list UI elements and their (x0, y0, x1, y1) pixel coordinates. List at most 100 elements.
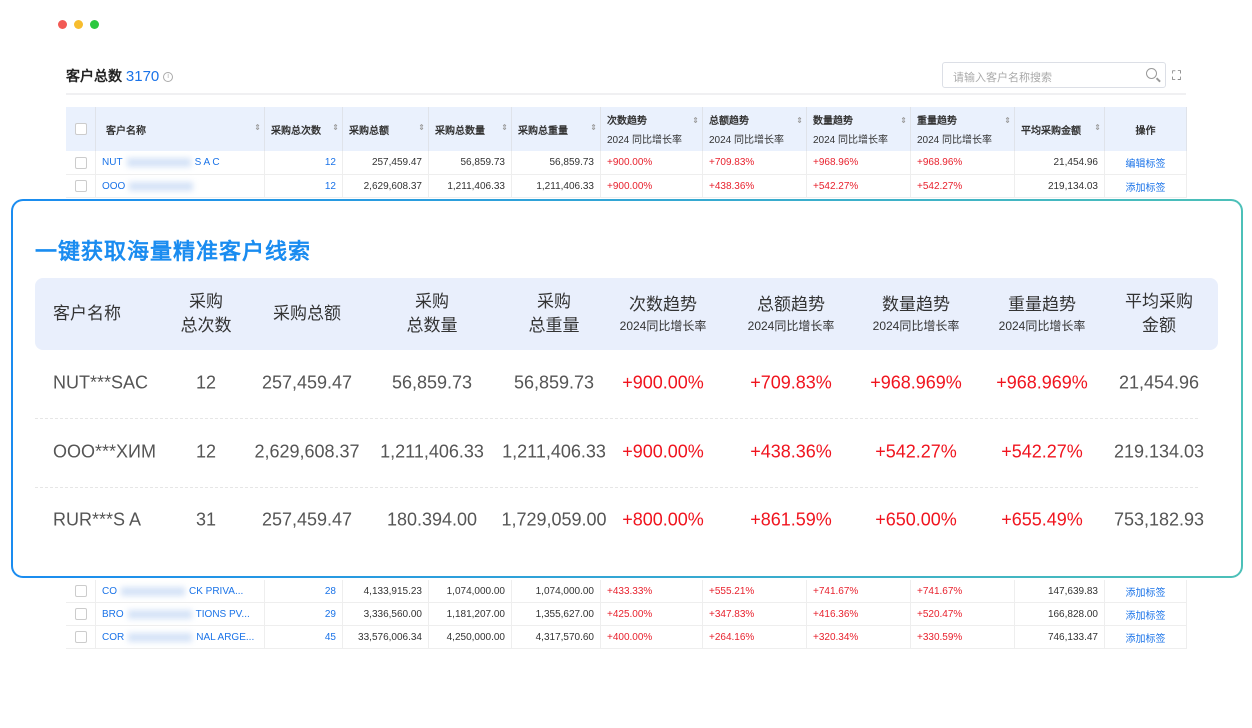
count-trend: +433.33% (601, 580, 703, 603)
average-amount: 21,454.96 (1015, 151, 1105, 175)
column-header[interactable]: 数量趋势 2024 同比增长率 ⇕ (807, 107, 911, 151)
sort-icon[interactable]: ⇕ (418, 123, 425, 132)
search-icon[interactable] (1146, 68, 1157, 79)
weight-trend: +542.27% (911, 175, 1015, 198)
purchase-count-link[interactable]: 29 (265, 603, 343, 626)
row-checkbox-cell (66, 580, 96, 603)
row-checkbox[interactable] (74, 608, 87, 620)
promo-cell: 1,211,406.33 (502, 441, 606, 462)
header-line-2: 总次数 (180, 316, 232, 335)
header-line-1: 平均采购 (1125, 292, 1193, 311)
purchase-count-link[interactable]: 12 (265, 151, 343, 175)
header-line-1: 采购 (189, 292, 223, 311)
purchase-count-link[interactable]: 45 (265, 626, 343, 649)
weight-trend: +520.47% (911, 603, 1015, 626)
row-checkbox[interactable] (74, 156, 87, 169)
column-header[interactable]: 次数趋势 2024 同比增长率 ⇕ (601, 107, 703, 151)
weight-trend: +330.59% (911, 626, 1015, 649)
column-header[interactable]: 客户名称 ⇕ (96, 107, 265, 151)
promo-cell: +438.36% (750, 441, 832, 462)
search-input[interactable]: 请输入客户名称搜索 (942, 62, 1166, 88)
column-header-label: 采购总额 (349, 125, 389, 137)
tag-action-link[interactable]: 添加标签 (1105, 626, 1187, 649)
customer-name-link[interactable]: OOO (96, 175, 265, 198)
sort-icon[interactable]: ⇕ (900, 116, 907, 125)
sort-icon[interactable]: ⇕ (1094, 123, 1101, 132)
info-icon[interactable]: i (163, 72, 174, 83)
promo-cell: +655.49% (1001, 509, 1083, 530)
customer-name-link[interactable]: CO CK PRIVA... (96, 580, 265, 603)
purchase-amount: 3,336,560.00 (343, 603, 429, 626)
column-header[interactable]: 重量趋势 2024 同比增长率 ⇕ (911, 107, 1015, 151)
customer-name-link[interactable]: NUT S A C (96, 151, 265, 175)
column-header[interactable]: 平均采购金额 ⇕ (1015, 107, 1105, 151)
row-checkbox[interactable] (74, 180, 87, 192)
promo-cell: +650.00% (875, 509, 957, 530)
column-header[interactable]: 总额趋势 2024 同比增长率 ⇕ (703, 107, 807, 151)
promo-card: 一键获取海量精准客户线索 客户名称 采购 总次数 采购总额 采购 总数量 采购 总重量 次数趋势… (11, 199, 1243, 578)
minimize-window-button[interactable] (74, 20, 83, 29)
name-end: CK PRIVA... (189, 585, 244, 597)
purchase-weight: 56,859.73 (512, 151, 601, 175)
column-header-sub: 2024 同比增长率 (813, 135, 889, 146)
purchase-count-link[interactable]: 28 (265, 580, 343, 603)
amount-trend: +347.83% (703, 603, 807, 626)
promo-customer-name: NUT***SAC (53, 372, 149, 393)
average-amount: 219,134.03 (1015, 175, 1105, 198)
tag-action-link[interactable]: 添加标签 (1105, 603, 1187, 626)
promo-cell: 31 (195, 509, 217, 530)
column-header[interactable]: 采购总次数 ⇕ (265, 107, 343, 151)
customer-count: 3170 (125, 68, 160, 85)
column-header[interactable]: 操作 (1105, 107, 1187, 151)
row-checkbox[interactable] (74, 631, 87, 643)
close-window-button[interactable] (58, 20, 67, 29)
promo-column-header: 平均采购 金额 (1125, 290, 1193, 338)
sort-icon[interactable]: ⇕ (590, 123, 597, 132)
promo-cell: 257,459.47 (261, 372, 353, 393)
weight-trend: +968.96% (911, 151, 1015, 175)
amount-trend: +555.21% (703, 580, 807, 603)
row-checkbox[interactable] (74, 585, 87, 597)
header-line-1: 采购 (415, 292, 449, 311)
promo-cell: +709.83% (750, 372, 832, 393)
purchase-count-link[interactable]: 12 (265, 175, 343, 198)
sort-icon[interactable]: ⇕ (1004, 116, 1011, 125)
customer-name-link[interactable]: COR NAL ARGE... (96, 626, 265, 649)
purchase-amount: 33,576,006.34 (343, 626, 429, 649)
column-header[interactable]: 采购总数量 ⇕ (429, 107, 512, 151)
header-line-1: 次数趋势 (628, 295, 697, 314)
column-header-label: 总额趋势 (709, 116, 749, 127)
tag-action-link[interactable]: 添加标签 (1105, 580, 1187, 603)
header-sub: 2024同比增长率 (747, 319, 835, 333)
redacted-name (128, 632, 193, 642)
column-header-label: 数量趋势 (813, 116, 853, 127)
purchase-weight: 1,074,000.00 (512, 580, 601, 603)
promo-cell: +861.59% (750, 509, 832, 530)
sort-icon[interactable]: ⇕ (332, 123, 339, 132)
promo-customer-name: RUR***S A (53, 509, 142, 530)
customer-name-link[interactable]: BRO TIONS PV... (96, 603, 265, 626)
sort-icon[interactable]: ⇕ (692, 116, 699, 125)
sort-icon[interactable]: ⇕ (254, 123, 261, 132)
column-header[interactable]: 采购总额 ⇕ (343, 107, 429, 151)
tag-action-link[interactable]: 添加标签 (1105, 175, 1187, 198)
tag-action-link[interactable]: 编辑标签 (1105, 151, 1187, 175)
header-line-1: 总额趋势 (756, 295, 825, 314)
fullscreen-icon[interactable]: ⛶ (1172, 68, 1182, 83)
sort-icon[interactable]: ⇕ (501, 123, 508, 132)
redacted-name (129, 181, 194, 191)
maximize-window-button[interactable] (90, 20, 99, 29)
weight-trend: +741.67% (911, 580, 1015, 603)
header-line-2: 总重量 (528, 316, 580, 335)
column-header[interactable]: 采购总重量 ⇕ (512, 107, 601, 151)
column-header-sub: 2024 同比增长率 (607, 135, 683, 146)
select-all-checkbox[interactable] (74, 123, 87, 135)
sort-icon[interactable]: ⇕ (796, 116, 803, 125)
promo-cell: 1,211,406.33 (380, 441, 484, 462)
row-checkbox-cell (66, 175, 96, 198)
purchase-weight: 1,355,627.00 (512, 603, 601, 626)
quantity-trend: +416.36% (807, 603, 911, 626)
count-trend: +900.00% (601, 151, 703, 175)
redacted-name (126, 158, 191, 167)
header-line-1: 采购总额 (273, 304, 341, 323)
